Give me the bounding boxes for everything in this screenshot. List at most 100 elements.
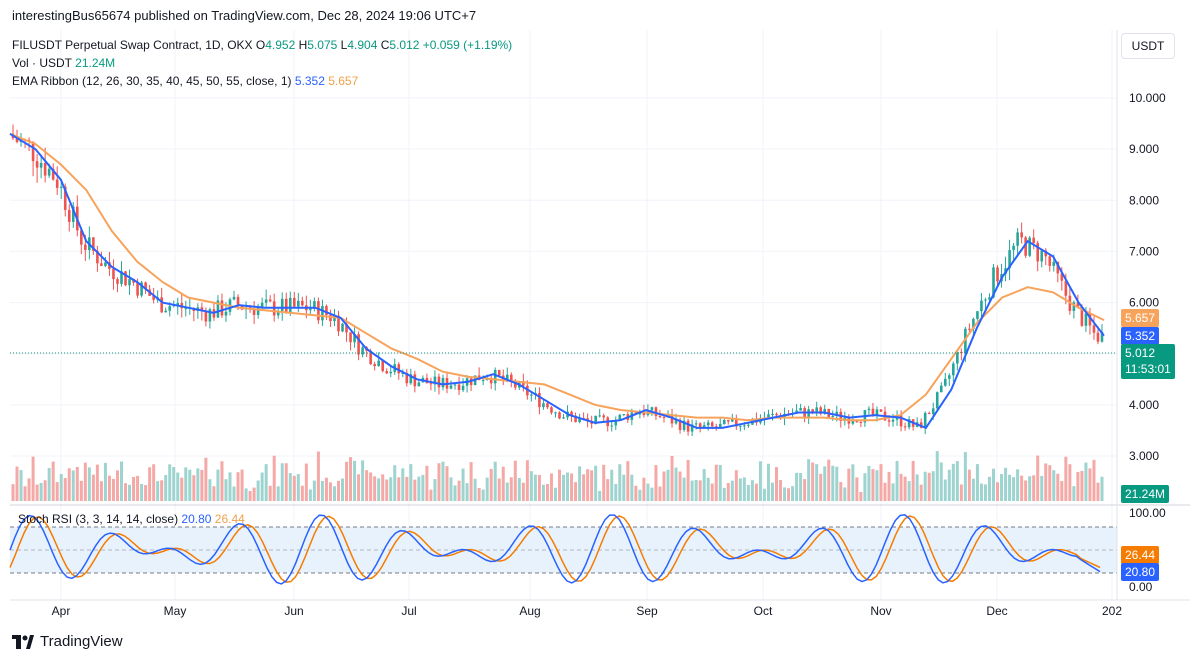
- volume-label[interactable]: Vol · USDT: [12, 56, 72, 70]
- volume-bar: [634, 485, 638, 501]
- ema-slow-tag: 5.657: [1121, 309, 1160, 327]
- time-tick-label: Oct: [754, 604, 773, 618]
- price-axis: 10.0009.0008.0007.0006.0005.0004.0003.00…: [1129, 91, 1166, 463]
- candle-body: [224, 311, 228, 316]
- candle-body: [256, 306, 260, 316]
- candle-body: [710, 422, 714, 427]
- volume-bar: [831, 465, 835, 501]
- volume-bar: [1032, 475, 1036, 501]
- volume-bar: [983, 484, 987, 501]
- candle-body: [80, 230, 83, 245]
- volume-bar: [678, 471, 682, 501]
- volume-bar: [276, 486, 280, 501]
- candle-body: [413, 374, 417, 387]
- volume-bar: [1088, 468, 1092, 501]
- candle-body: [220, 300, 224, 316]
- candle-body: [120, 271, 123, 284]
- candle-body: [409, 374, 413, 384]
- volume-bar: [312, 480, 316, 501]
- candle-body: [417, 382, 421, 387]
- currency-button[interactable]: USDT: [1121, 33, 1175, 59]
- volume-bar: [417, 476, 421, 501]
- volume-bar: [152, 464, 156, 501]
- volume-bar: [598, 490, 602, 501]
- candle-body: [268, 299, 272, 302]
- candle-body: [361, 347, 364, 355]
- volume-bar: [409, 464, 413, 501]
- candle-body: [943, 378, 947, 386]
- ema-fast-value: 5.352: [294, 74, 325, 88]
- candle-body: [112, 268, 115, 280]
- volume-bar: [477, 487, 481, 501]
- time-tick-label: Jun: [284, 604, 303, 618]
- candle-body: [67, 209, 71, 222]
- volume-bar: [694, 479, 698, 501]
- candle-body: [558, 412, 561, 419]
- volume-bar: [879, 464, 883, 501]
- candle-body: [823, 408, 827, 414]
- volume-bar: [99, 481, 103, 501]
- stoch-legend[interactable]: Stoch RSI (3, 3, 14, 14, close) 20.80 26…: [18, 512, 245, 526]
- volume-bar: [465, 483, 469, 501]
- volume-bar: [381, 474, 385, 501]
- volume-bar: [457, 480, 461, 501]
- volume-bar: [224, 479, 228, 501]
- time-tick-label: Aug: [519, 604, 540, 618]
- candle-body: [546, 403, 549, 408]
- candle-body: [1036, 243, 1040, 262]
- symbol-label[interactable]: FILUSDT Perpetual Swap Contract, 1D, OKX: [12, 38, 253, 52]
- candle-body: [292, 297, 296, 307]
- candle-body: [682, 420, 686, 430]
- volume-bar: [11, 484, 15, 501]
- candle-body: [735, 418, 738, 427]
- volume-bar: [618, 464, 622, 501]
- ema-label[interactable]: EMA Ribbon (12, 26, 30, 35, 40, 45, 50, …: [12, 74, 292, 88]
- candle-body: [594, 415, 597, 424]
- candle-body: [964, 328, 967, 353]
- volume-bar: [799, 473, 803, 501]
- candle-body: [236, 296, 240, 306]
- candle-body: [622, 414, 626, 416]
- volume-bar: [590, 470, 594, 501]
- tradingview-logo[interactable]: TradingView: [12, 633, 123, 650]
- candle-body: [1084, 313, 1088, 326]
- volume-bar: [674, 467, 678, 501]
- stoch-label: Stoch RSI (3, 3, 14, 14, close): [18, 512, 179, 526]
- volume-bar: [939, 462, 943, 501]
- candle-body: [956, 351, 959, 364]
- volume-bar: [1048, 465, 1052, 501]
- candle-body: [1064, 280, 1068, 296]
- open-label: O: [255, 38, 266, 52]
- volume-bar: [389, 477, 393, 501]
- volume-bar: [959, 484, 963, 501]
- volume-bar: [284, 463, 288, 501]
- candle-body: [795, 410, 798, 413]
- volume-bar: [606, 479, 610, 501]
- volume-bar: [128, 484, 132, 501]
- volume-bar: [726, 483, 730, 501]
- volume-bar: [35, 484, 39, 501]
- volume-bar: [192, 475, 196, 501]
- volume-bar: [67, 468, 71, 501]
- volume-bar: [397, 477, 401, 501]
- volume-bar: [642, 477, 646, 501]
- volume-bar: [47, 467, 51, 501]
- volume-bar: [264, 464, 268, 501]
- volume-bar: [345, 461, 349, 501]
- volume-bar: [662, 471, 666, 501]
- volume-bar: [935, 451, 939, 501]
- volume-bar: [200, 469, 204, 501]
- volume-bar: [228, 472, 232, 501]
- candle-body: [252, 308, 256, 316]
- volume-bar: [923, 471, 927, 501]
- candle-body: [489, 378, 493, 384]
- volume-bar: [871, 469, 875, 501]
- price-tick-label: 8.000: [1129, 193, 1159, 207]
- candle-body: [939, 385, 943, 393]
- volume-bar: [947, 469, 951, 501]
- candle-body: [1072, 302, 1076, 312]
- candle-body: [976, 311, 979, 319]
- candle-body: [702, 425, 706, 428]
- candle-body: [1016, 232, 1019, 246]
